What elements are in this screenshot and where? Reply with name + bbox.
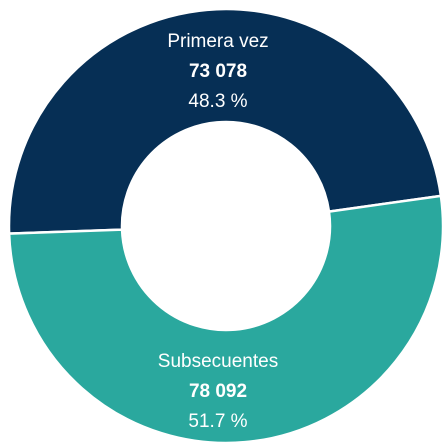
- donut-segment: [7, 7, 442, 235]
- segment-label: Subsecuentes: [158, 351, 278, 372]
- segment-label: Primera vez: [167, 31, 268, 52]
- donut-segment: [7, 194, 442, 445]
- value-label: 78 092: [189, 381, 247, 402]
- value-label: 73 078: [189, 61, 247, 82]
- percent-label: 51.7 %: [188, 411, 247, 432]
- percent-label: 48.3 %: [188, 91, 247, 112]
